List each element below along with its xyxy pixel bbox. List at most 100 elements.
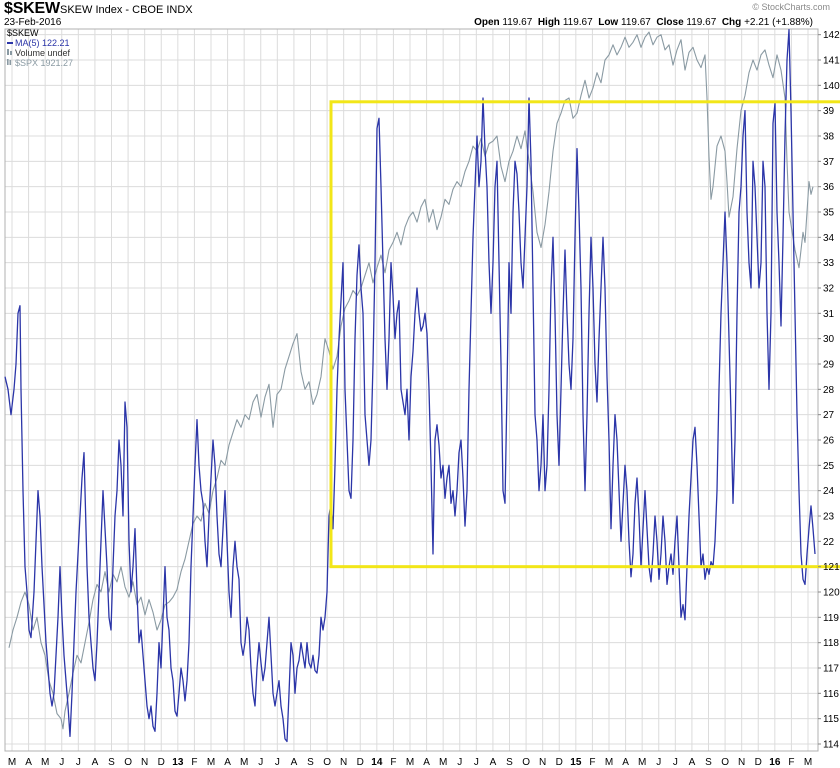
- symbol-description: SKEW Index - CBOE INDX: [60, 4, 193, 16]
- y-tick-label: 114: [823, 740, 839, 751]
- high-label: High: [537, 17, 561, 28]
- x-tick-label: A: [490, 757, 497, 768]
- x-tick-label: A: [291, 757, 298, 768]
- y-tick-label: 29: [823, 360, 835, 371]
- chart-grid: [5, 29, 818, 751]
- x-tick-label: M: [240, 757, 248, 768]
- x-tick-label: N: [539, 757, 546, 768]
- highlight-box: [329, 100, 840, 569]
- y-tick-label: 27: [823, 410, 835, 421]
- x-tick-label: N: [738, 757, 745, 768]
- x-tick-label: J: [673, 757, 678, 768]
- x-tick-label: M: [439, 757, 447, 768]
- y-tick-label: 32: [823, 284, 835, 295]
- y-tick-label: 25: [823, 461, 835, 472]
- x-tick-label: F: [589, 757, 595, 768]
- y-tick-label: 38: [823, 132, 835, 143]
- watermark: © StockCharts.com: [752, 2, 830, 12]
- y-tick-label: 30: [823, 334, 835, 345]
- x-tick-label: 15: [570, 757, 582, 768]
- y-tick-label: 36: [823, 182, 835, 193]
- chart-legend: $SKEW MA(5) 122.21 Volume undef $SPX 192…: [7, 28, 73, 68]
- x-tick-label: D: [556, 757, 563, 768]
- x-tick-label: M: [638, 757, 646, 768]
- x-tick-label: J: [474, 757, 479, 768]
- x-tick-label: O: [323, 757, 331, 768]
- x-tick-label: D: [357, 757, 364, 768]
- spx-legend-swatch-2: [9, 60, 12, 65]
- x-tick-label: S: [108, 757, 115, 768]
- y-tick-label: 120: [823, 588, 840, 599]
- spx-legend-swatch: [7, 59, 9, 65]
- y-tick-label: 24: [823, 486, 835, 497]
- x-tick-label: A: [25, 757, 32, 768]
- x-tick-label: 16: [769, 757, 781, 768]
- open-value: 119.67: [502, 17, 533, 28]
- plot-frame: [4, 28, 819, 752]
- low-label: Low: [598, 17, 619, 28]
- x-tick-label: N: [141, 757, 148, 768]
- y-tick-label: 35: [823, 208, 835, 219]
- x-tick-label: A: [622, 757, 629, 768]
- x-tick-label: F: [390, 757, 396, 768]
- y-tick-label: 26: [823, 436, 835, 447]
- quote-date: 23-Feb-2016: [4, 17, 62, 28]
- highlight-layer: [329, 100, 840, 569]
- x-tick-label: O: [721, 757, 729, 768]
- x-tick-label: 14: [371, 757, 383, 768]
- x-tick-label: M: [605, 757, 613, 768]
- y-tick-label: 34: [823, 233, 835, 244]
- open-label: Open: [474, 17, 500, 28]
- x-tick-label: M: [804, 757, 812, 768]
- y-tick-label: 118: [823, 638, 839, 649]
- x-tick-label: J: [258, 757, 263, 768]
- y-tick-label: 117: [823, 664, 839, 675]
- x-tick-label: O: [522, 757, 530, 768]
- legend-volume: Volume undef: [15, 48, 71, 58]
- x-tick-label: J: [457, 757, 462, 768]
- y-tick-label: 33: [823, 258, 835, 269]
- x-tick-label: S: [307, 757, 314, 768]
- legend-spx: $SPX 1921.27: [15, 58, 73, 68]
- x-tick-label: M: [406, 757, 414, 768]
- symbol-title: $SKEW: [4, 0, 60, 17]
- y-axis: 114 115 116 117 118 119 120 121 22 23 24 25 26 27 28 29…: [818, 30, 840, 751]
- x-tick-label: A: [92, 757, 99, 768]
- series-layer: [4, 28, 816, 743]
- y-tick-label: 119: [823, 613, 839, 624]
- low-value: 119.67: [621, 17, 651, 28]
- y-tick-label: 22: [823, 537, 835, 548]
- x-tick-label: A: [423, 757, 430, 768]
- x-tick-label: J: [275, 757, 280, 768]
- y-tick-label: 142: [823, 30, 840, 41]
- skew-ma-line: [4, 28, 816, 743]
- y-tick-label: 37: [823, 157, 835, 168]
- y-tick-label: 28: [823, 385, 835, 396]
- y-tick-label: 121: [823, 562, 840, 573]
- y-tick-label: 31: [823, 309, 835, 320]
- y-tick-label: 116: [823, 689, 839, 700]
- plot-border: [4, 28, 819, 752]
- x-tick-label: M: [41, 757, 49, 768]
- x-tick-label: A: [689, 757, 696, 768]
- x-tick-label: A: [224, 757, 231, 768]
- x-tick-label: O: [124, 757, 132, 768]
- y-tick-label: 140: [823, 81, 840, 92]
- volume-legend-swatch-2: [10, 51, 12, 55]
- x-axis: M A M J J A S O N D 13 F M A M J J A S O N D 14 F M A M J J A S O N D 15 F M…: [8, 757, 812, 768]
- close-label: Close: [656, 17, 684, 28]
- legend-ma: MA(5) 122.21: [15, 38, 70, 48]
- y-tick-label: 23: [823, 512, 835, 523]
- close-value: 119.67: [686, 17, 717, 28]
- x-tick-label: D: [755, 757, 762, 768]
- y-tick-label: 141: [823, 56, 840, 67]
- x-tick-label: N: [340, 757, 347, 768]
- volume-legend-swatch: [7, 49, 9, 55]
- x-tick-label: M: [207, 757, 215, 768]
- y-tick-label: 115: [823, 714, 839, 725]
- x-tick-label: D: [158, 757, 165, 768]
- x-tick-label: 13: [172, 757, 184, 768]
- x-tick-label: J: [76, 757, 81, 768]
- x-tick-label: S: [705, 757, 712, 768]
